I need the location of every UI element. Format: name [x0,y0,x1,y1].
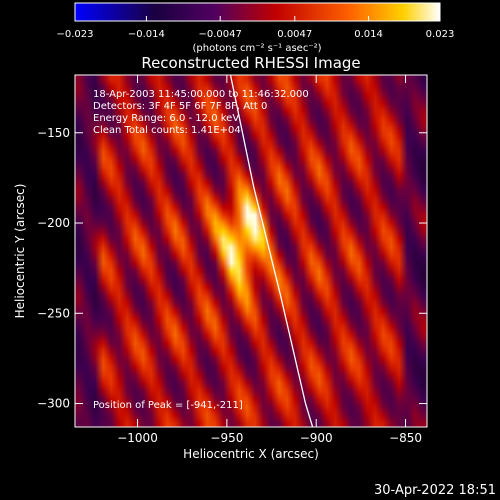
x-tick-label: −950 [210,431,243,445]
annotation-peak-position: Position of Peak = [-941,-211] [93,400,243,411]
x-tick-label: −850 [389,431,422,445]
x-tick-label: −1000 [117,431,158,445]
colorbar-tick-label: 0.023 [426,29,455,40]
y-tick-label: −300 [37,397,70,411]
heatmap-raster [75,75,427,427]
solar-limb-line [229,75,314,427]
annotation-time-range: 18-Apr-2003 11:45:00.000 to 11:46:32.000 [93,89,309,100]
colorbar-ticks: −0.023 −0.014 −0.0047 0.0047 0.014 0.023 [56,16,454,40]
x-tick-label: −900 [300,431,333,445]
y-tick-label: −250 [37,306,70,320]
colorbar-units-label: (photons cm⁻² s⁻¹ asec⁻²) [192,43,321,54]
y-tick-label: −150 [37,126,70,140]
colorbar-tick-label: −0.014 [128,29,165,40]
colorbar-tick-label: −0.0047 [199,29,242,40]
axis-ticks: −1000 −950 −900 −850 −150 −200 −250 −300 [37,75,427,445]
plot-frame [74,74,428,428]
heatmap-image [75,75,427,427]
chart-title: Reconstructed RHESSI Image [141,54,360,72]
colorbar-tick-label: 0.0047 [277,29,312,40]
y-tick-label: −200 [37,216,70,230]
footer-date: 30-Apr-2022 18:51 [374,483,496,498]
colorbar-tick-label: −0.023 [56,29,93,40]
x-axis-label: Heliocentric X (arcsec) [183,447,319,461]
colorbar-tick-label: 0.014 [354,29,383,40]
annotation-energy-range: Energy Range: 6.0 - 12.0 keV [93,113,239,124]
y-axis-label: Heliocentric Y (arcsec) [13,184,27,319]
annotation-detectors: Detectors: 3F 4F 5F 6F 7F 8F, Att 0 [93,101,267,112]
colorbar [74,2,441,22]
annotation-clean-counts: Clean Total counts: 1.41E+04 [93,125,241,136]
